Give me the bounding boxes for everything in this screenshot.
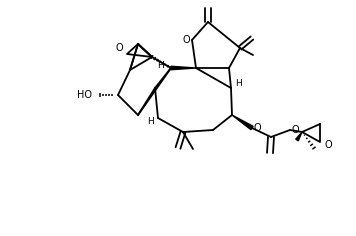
Text: HO: HO — [77, 90, 91, 100]
Text: O: O — [182, 35, 190, 45]
Text: O: O — [115, 43, 123, 53]
Text: H: H — [236, 80, 242, 88]
Polygon shape — [296, 132, 302, 141]
Text: H: H — [157, 60, 163, 69]
Text: H: H — [147, 118, 153, 126]
Text: O: O — [253, 123, 261, 133]
Text: O: O — [324, 140, 332, 150]
Polygon shape — [232, 115, 253, 130]
Polygon shape — [171, 66, 196, 70]
Text: O: O — [291, 125, 299, 135]
